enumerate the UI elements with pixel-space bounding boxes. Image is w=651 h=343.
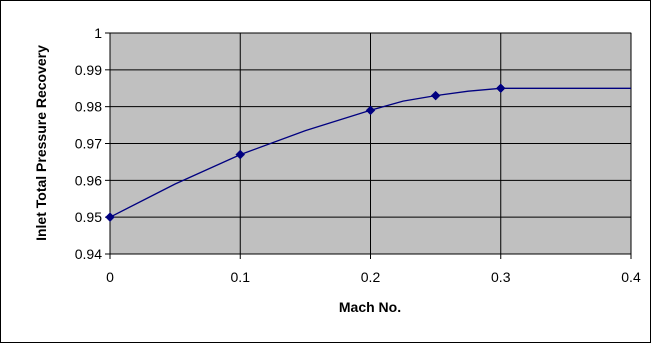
x-tick-label: 0.1	[231, 269, 251, 285]
data-point-marker	[235, 149, 246, 160]
y-tick-label: 0.97	[75, 136, 102, 152]
x-tick-label: 0.3	[491, 269, 511, 285]
x-axis-title: Mach No.	[339, 299, 401, 315]
series-line	[109, 87, 631, 218]
y-tick-label: 0.95	[75, 209, 102, 225]
data-point-marker	[105, 212, 115, 223]
series-layer	[105, 83, 631, 223]
x-tick-labels: 0 0.1 0.2 0.3 0.4	[106, 269, 641, 285]
y-tick-label: 0.99	[75, 62, 102, 78]
y-axis-title: Inlet Total Pressure Recovery	[33, 45, 49, 241]
y-tick-labels: 0.94 0.95 0.96 0.97 0.98 0.99 1	[75, 25, 102, 262]
x-tick-label: 0	[106, 269, 114, 285]
x-tick-label: 0.2	[361, 269, 381, 285]
y-tick-label: 0.96	[75, 172, 102, 188]
y-tick-label: 0.98	[75, 99, 102, 115]
x-tick-label: 0.4	[621, 269, 641, 285]
y-tick-label: 0.94	[75, 246, 102, 262]
data-point-marker	[495, 83, 506, 94]
data-point-marker	[365, 105, 376, 116]
y-tick-label: 1	[94, 25, 102, 41]
data-point-marker	[430, 90, 441, 101]
grid-lines	[105, 32, 632, 259]
